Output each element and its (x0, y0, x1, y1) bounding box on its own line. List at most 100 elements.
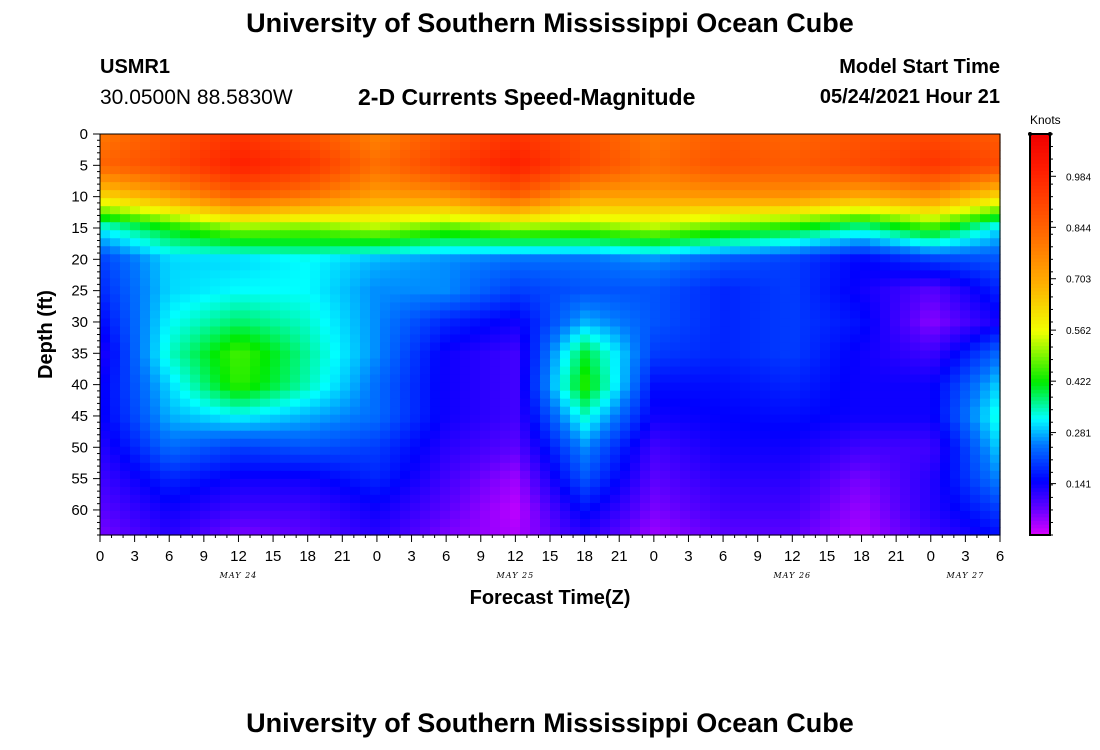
heatmap-cell (160, 398, 171, 408)
heatmap-cell (550, 398, 561, 408)
heatmap-cell (310, 206, 321, 215)
heatmap-cell (980, 374, 991, 384)
heatmap-cell (110, 342, 121, 352)
heatmap-cell (960, 318, 971, 328)
heatmap-cell (160, 150, 171, 159)
heatmap-cell (490, 214, 501, 223)
heatmap-cell (360, 430, 371, 440)
heatmap-cell (790, 318, 801, 328)
heatmap-cell (370, 414, 381, 424)
heatmap-cell (780, 462, 791, 472)
heatmap-cell (540, 182, 551, 191)
heatmap-cell (220, 486, 231, 496)
heatmap-cell (250, 486, 261, 496)
heatmap-cell (670, 174, 681, 183)
heatmap-cell (470, 134, 481, 143)
heatmap-cell (800, 222, 811, 231)
heatmap-cell (730, 214, 741, 223)
heatmap-cell (200, 246, 211, 255)
heatmap-cell (770, 374, 781, 384)
heatmap-cell (790, 198, 801, 207)
heatmap-cell (920, 502, 931, 512)
heatmap-cell (970, 230, 981, 239)
heatmap-cell (770, 326, 781, 336)
heatmap-cell (390, 174, 401, 183)
heatmap-cell (560, 134, 571, 143)
heatmap-cell (680, 366, 691, 376)
heatmap-cell (500, 206, 511, 215)
colorbar-segment (1030, 290, 1050, 295)
heatmap-cell (610, 182, 621, 191)
heatmap-cell (840, 518, 851, 528)
heatmap-cell (790, 310, 801, 320)
heatmap-cell (370, 230, 381, 239)
heatmap-cell (260, 142, 271, 151)
heatmap-cell (580, 414, 591, 424)
heatmap-cell (780, 374, 791, 384)
heatmap-cell (900, 310, 911, 320)
heatmap-cell (480, 198, 491, 207)
colorbar-segment (1030, 236, 1050, 241)
heatmap-cell (740, 510, 751, 520)
heatmap-cell (460, 406, 471, 416)
heatmap-cell (230, 486, 241, 496)
heatmap-cell (810, 374, 821, 384)
colorbar-label: 0.703 (1066, 275, 1091, 286)
heatmap-cell (720, 190, 731, 199)
heatmap-cell (320, 230, 331, 239)
heatmap-cell (510, 382, 521, 392)
heatmap-cell (940, 470, 951, 480)
heatmap-cell (110, 302, 121, 312)
heatmap-cell (820, 190, 831, 199)
heatmap-cell (200, 254, 211, 263)
heatmap-cell (870, 502, 881, 512)
heatmap-cell (660, 134, 671, 143)
heatmap-cell (800, 198, 811, 207)
heatmap-cell (590, 334, 601, 344)
heatmap-cell (670, 286, 681, 295)
heatmap-cell (310, 134, 321, 143)
heatmap-cell (870, 494, 881, 504)
heatmap-cell (270, 518, 281, 528)
heatmap-cell (960, 230, 971, 239)
heatmap-cell (810, 150, 821, 159)
heatmap-cell (500, 174, 511, 183)
heatmap-cell (960, 142, 971, 151)
heatmap-cell (940, 318, 951, 328)
heatmap-cell (490, 254, 501, 263)
heatmap-cell (470, 366, 481, 376)
heatmap-cell (470, 206, 481, 215)
heatmap-cell (420, 374, 431, 384)
heatmap-cell (400, 406, 411, 416)
heatmap-cell (820, 382, 831, 392)
heatmap-cell (170, 446, 181, 456)
heatmap-cell (360, 182, 371, 191)
heatmap-cell (290, 470, 301, 480)
heatmap-cell (300, 430, 311, 440)
heatmap-cell (640, 198, 651, 207)
heatmap-cell (720, 262, 731, 271)
heatmap-cell (290, 174, 301, 183)
heatmap-cell (810, 518, 821, 528)
heatmap-cell (650, 182, 661, 191)
heatmap-cell (240, 406, 251, 416)
heatmap-cell (910, 526, 921, 536)
heatmap-cell (280, 262, 291, 271)
heatmap-cell (350, 238, 361, 247)
heatmap-cell (190, 494, 201, 504)
heatmap-cell (660, 278, 671, 287)
heatmap-cell (500, 238, 511, 247)
heatmap-cell (310, 286, 321, 295)
heatmap-cell (500, 478, 511, 488)
heatmap-cell (830, 310, 841, 320)
heatmap-cell (950, 198, 961, 207)
heatmap-cell (100, 510, 111, 520)
heatmap-cell (580, 510, 591, 520)
colorbar-segment (1030, 232, 1050, 237)
heatmap-cell (500, 446, 511, 456)
heatmap-cell (180, 446, 191, 456)
heatmap-cell (930, 142, 941, 151)
heatmap-cell (390, 342, 401, 352)
heatmap-cell (270, 246, 281, 255)
heatmap-cell (690, 518, 701, 528)
